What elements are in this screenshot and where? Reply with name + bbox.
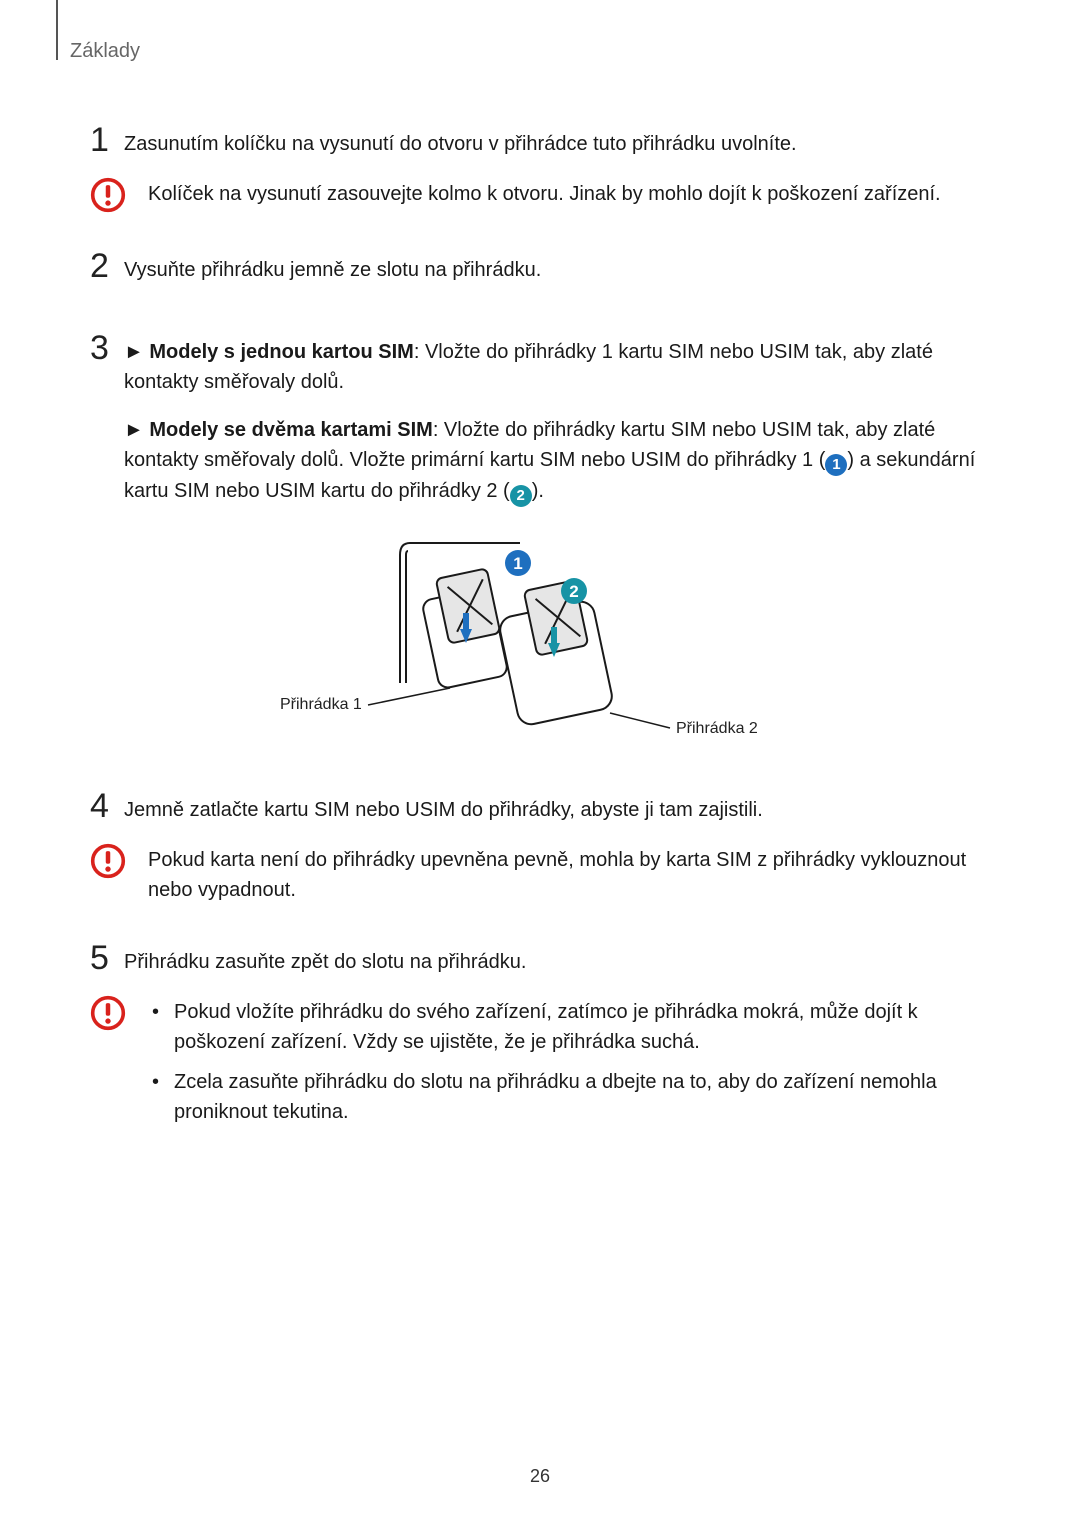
badge-2-inline: 2	[510, 485, 532, 507]
step-3-dual-p3: ).	[532, 480, 544, 502]
step-1-number: 1	[90, 123, 124, 157]
step-2-number: 2	[90, 249, 124, 283]
step-5: 5 Přihrádku zasuňte zpět do slotu na při…	[90, 941, 990, 977]
step-4-number: 4	[90, 789, 124, 823]
caution-icon	[90, 177, 126, 213]
badge-1-inline: 1	[825, 454, 847, 476]
caution-icon	[90, 843, 126, 879]
step-1: 1 Zasunutím kolíčku na vysunutí do otvor…	[90, 123, 990, 159]
step-2: 2 Vysuňte přihrádku jemně ze slotu na př…	[90, 249, 990, 285]
step-3-number: 3	[90, 331, 124, 365]
caution-3-bullet-2: Zcela zasuňte přihrádku do slotu na přih…	[148, 1067, 990, 1127]
step-3: 3 ► Modely s jednou kartou SIM: Vložte d…	[90, 331, 990, 507]
step-5-number: 5	[90, 941, 124, 975]
step-3-dual-bold: ► Modely se dvěma kartami SIM	[124, 419, 433, 441]
caution-2-text: Pokud karta není do přihrádky upevněna p…	[148, 843, 990, 905]
caution-1: Kolíček na vysunutí zasouvejte kolmo k o…	[90, 177, 990, 213]
step-5-text: Přihrádku zasuňte zpět do slotu na přihr…	[124, 941, 990, 977]
caution-1-text: Kolíček na vysunutí zasouvejte kolmo k o…	[148, 177, 990, 209]
diagram-badge-2: 2	[569, 582, 578, 601]
sim-tray-diagram: 1 2 Přihrádka 1 Přihrádka 2	[90, 533, 990, 743]
caution-2: Pokud karta není do přihrádky upevněna p…	[90, 843, 990, 905]
page-number: 26	[0, 1466, 1080, 1487]
caution-3: Pokud vložíte přihrádku do svého zařízen…	[90, 995, 990, 1137]
caution-3-bullet-1: Pokud vložíte přihrádku do svého zařízen…	[148, 997, 990, 1057]
step-2-text: Vysuňte přihrádku jemně ze slotu na přih…	[124, 249, 990, 285]
step-4-text: Jemně zatlačte kartu SIM nebo USIM do př…	[124, 789, 990, 825]
step-3-text: ► Modely s jednou kartou SIM: Vložte do …	[124, 331, 990, 507]
step-1-text: Zasunutím kolíčku na vysunutí do otvoru …	[124, 123, 990, 159]
step-4: 4 Jemně zatlačte kartu SIM nebo USIM do …	[90, 789, 990, 825]
tray-1-label: Přihrádka 1	[280, 696, 362, 713]
page-header: Základy	[70, 40, 990, 63]
tray-2-label: Přihrádka 2	[676, 720, 758, 737]
diagram-badge-1: 1	[513, 554, 522, 573]
caution-icon	[90, 995, 126, 1031]
step-3-single-bold: ► Modely s jednou kartou SIM	[124, 341, 414, 363]
